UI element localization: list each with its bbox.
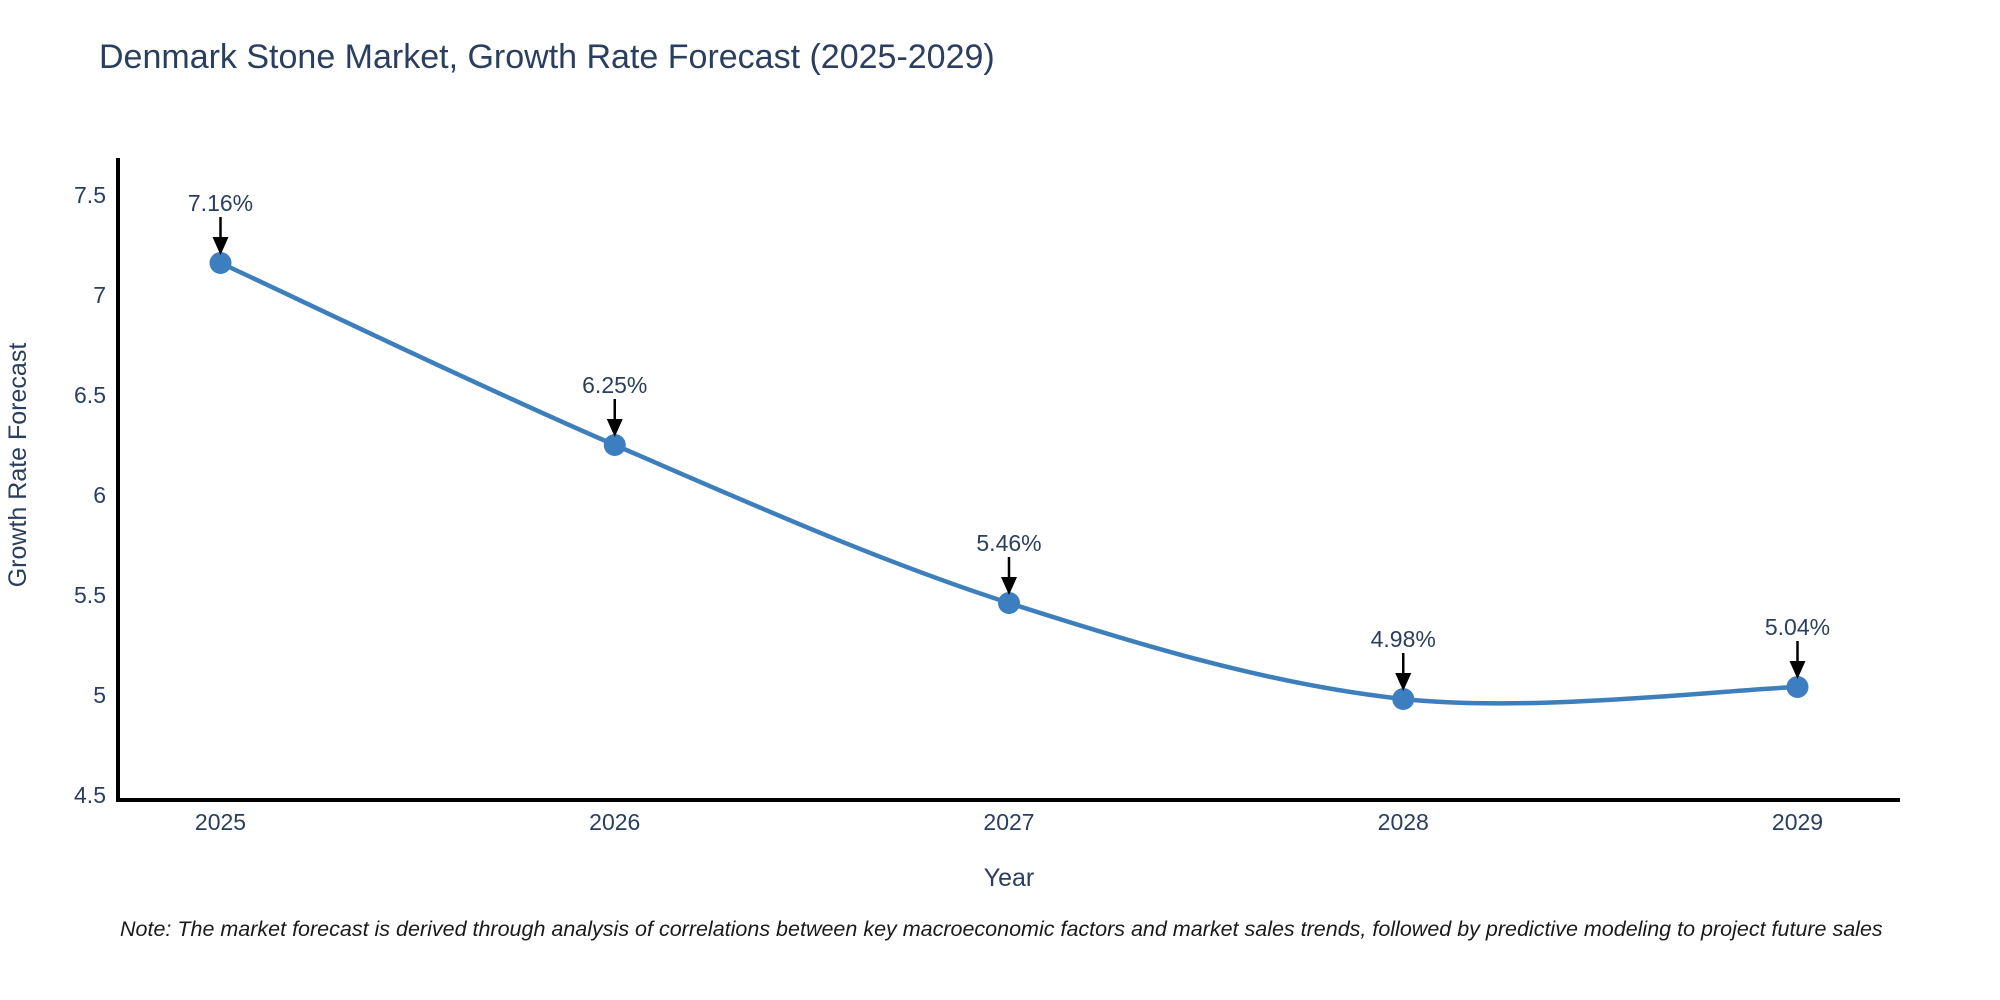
x-tick-label: 2026: [589, 809, 640, 835]
annotation-arrowhead: [606, 419, 623, 437]
footnote-text: Note: The market forecast is derived thr…: [120, 917, 1883, 941]
data-point-marker: [998, 592, 1020, 614]
x-tick-label: 2027: [983, 809, 1034, 835]
chart-title: Denmark Stone Market, Growth Rate Foreca…: [99, 38, 995, 76]
x-tick-label: 2025: [195, 809, 246, 835]
y-tick-label: 6: [93, 482, 106, 508]
x-axis-title: Year: [984, 864, 1035, 892]
y-tick-label: 4.5: [74, 782, 106, 808]
annotation-arrowhead: [1789, 661, 1806, 679]
annotation-label: 5.04%: [1765, 614, 1830, 640]
annotation-label: 5.46%: [976, 530, 1041, 556]
y-tick-label: 7: [93, 282, 106, 308]
data-point-marker: [209, 252, 232, 274]
y-axis-title: Growth Rate Forecast: [4, 343, 32, 588]
annotation-label: 7.16%: [188, 190, 253, 216]
data-point-marker: [603, 434, 626, 456]
annotation-arrowhead: [1395, 673, 1412, 691]
data-point-marker: [1392, 688, 1415, 710]
y-tick-label: 6.5: [74, 382, 106, 408]
data-point-marker: [1786, 676, 1809, 698]
y-tick-label: 5: [93, 682, 106, 708]
x-tick-label: 2029: [1772, 809, 1823, 835]
annotation-arrowhead: [212, 237, 229, 255]
y-tick-label: 5.5: [74, 582, 106, 608]
annotation-arrowhead: [1001, 577, 1017, 595]
series-line: [219, 260, 1798, 706]
y-tick-label: 7.5: [74, 182, 106, 208]
annotation-label: 6.25%: [582, 372, 647, 398]
annotation-label: 4.98%: [1371, 626, 1436, 652]
x-tick-label: 2028: [1378, 809, 1429, 835]
